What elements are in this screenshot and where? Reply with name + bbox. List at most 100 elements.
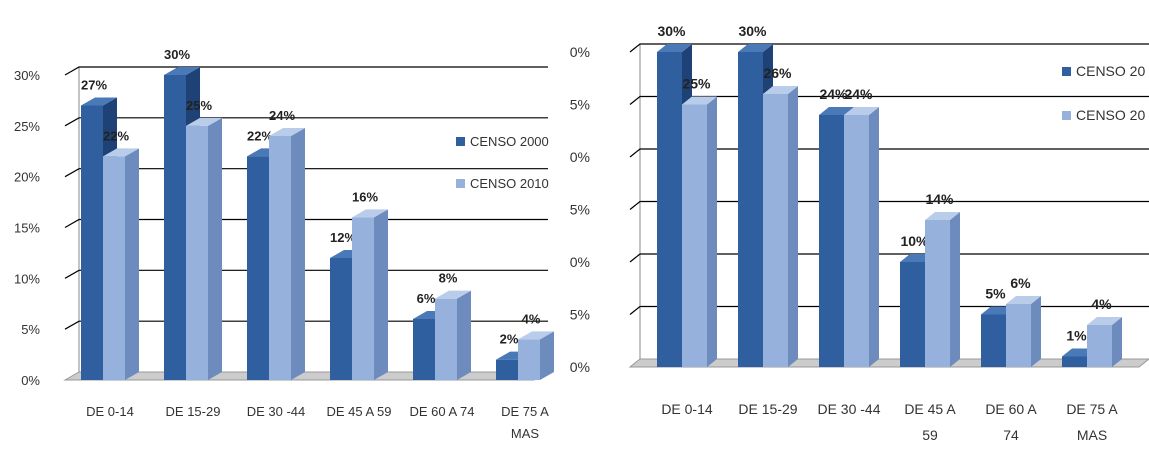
bar-front: [518, 339, 540, 380]
legend-swatch: [456, 179, 465, 188]
bar-2: [103, 148, 139, 380]
x-tick-label: DE 75 A: [501, 404, 549, 419]
legend-swatch: [1062, 67, 1071, 76]
bar-front: [657, 52, 682, 367]
y-tick-label: 30%: [14, 68, 40, 83]
bar-top: [435, 290, 471, 299]
x-tick-label: DE 45 A 59: [326, 404, 391, 419]
legend-label: CENSO 2000: [470, 134, 549, 149]
bar-top: [844, 107, 879, 115]
bar-top: [81, 97, 117, 106]
data-label: 25%: [682, 76, 711, 92]
bar-front: [1087, 325, 1112, 367]
bar-top: [103, 148, 139, 157]
gridline: [64, 66, 548, 76]
y-tick-label: 0%: [21, 373, 40, 388]
y-tick-label: 0%: [570, 359, 590, 375]
bar-side: [540, 331, 554, 380]
y-tick-label: 0%: [570, 149, 590, 165]
bar-top: [925, 212, 960, 220]
y-tick-label: 10%: [14, 271, 40, 286]
bar-side: [707, 96, 717, 367]
data-label: 6%: [417, 291, 436, 306]
bar-front: [682, 104, 707, 367]
gridline: [64, 218, 548, 229]
bar-top: [657, 44, 692, 52]
bar-top: [186, 117, 222, 126]
legend-swatch: [1062, 111, 1071, 120]
data-label: 22%: [247, 128, 273, 143]
x-tick-label: DE 15-29: [166, 404, 221, 419]
data-label: 24%: [269, 108, 295, 123]
bar-2: [682, 96, 717, 367]
x-tick-label: DE 30 -44: [817, 401, 880, 417]
bar-front: [1006, 304, 1031, 367]
bar-top: [1087, 317, 1122, 325]
x-tick-label: MAS: [511, 426, 540, 441]
gridline: [629, 200, 1149, 210]
bar-front: [103, 156, 125, 380]
data-label: 25%: [186, 98, 212, 113]
gridline: [64, 117, 548, 127]
data-label: 26%: [763, 65, 792, 81]
data-label: 4%: [1091, 296, 1112, 312]
gridline: [64, 269, 548, 279]
bar-front: [269, 136, 291, 380]
bar-front: [435, 298, 457, 380]
bar-2: [269, 128, 305, 380]
chart-floor: [63, 371, 550, 381]
bar-side: [457, 290, 471, 380]
gridline: [629, 43, 1149, 53]
bar-2: [518, 331, 554, 380]
legend-label: CENSO 20: [1076, 107, 1145, 123]
gridline: [64, 320, 548, 330]
bar-side: [374, 209, 388, 380]
bar-top: [819, 107, 854, 115]
bar-2: [1006, 296, 1041, 367]
x-tick-label: DE 60 A 74: [409, 404, 474, 419]
data-label: 12%: [330, 230, 356, 245]
data-label: 30%: [738, 23, 767, 39]
bar-top: [269, 128, 305, 136]
data-label: 27%: [81, 78, 107, 93]
data-label: 30%: [657, 23, 686, 39]
y-tick-label: 20%: [14, 170, 40, 185]
gridline: [629, 253, 1149, 263]
data-label: 14%: [925, 191, 954, 207]
bar-front: [925, 220, 950, 367]
bar-side: [869, 107, 879, 367]
bar-side: [291, 128, 305, 380]
x-tick-label: DE 60 A: [985, 401, 1037, 417]
bar-front: [819, 115, 844, 367]
bar-2: [925, 212, 960, 367]
y-tick-label: 25%: [14, 119, 40, 134]
bar-front: [900, 262, 925, 367]
bar-front: [186, 125, 208, 380]
bar-top: [682, 96, 717, 105]
bar-2: [763, 86, 798, 367]
bar-front: [844, 115, 869, 367]
data-label: 24%: [844, 86, 873, 102]
bar-2: [186, 117, 222, 380]
y-tick-label: 0%: [570, 44, 590, 60]
bar-front: [247, 156, 269, 380]
y-tick-label: 5%: [21, 322, 40, 337]
bar-side: [208, 117, 222, 380]
legend-swatch: [456, 137, 465, 146]
bar-front: [763, 94, 788, 367]
x-tick-label: DE 0-14: [661, 401, 713, 417]
data-label: 5%: [985, 286, 1006, 302]
bar-side: [1112, 317, 1122, 367]
bar-top: [164, 67, 200, 75]
bar-front: [413, 319, 435, 380]
gridline: [629, 148, 1149, 158]
x-tick-label: 59: [922, 427, 938, 443]
data-label: 6%: [1010, 275, 1031, 291]
bar-front: [81, 105, 103, 380]
data-label: 2%: [500, 332, 519, 347]
x-tick-label: 74: [1003, 427, 1019, 443]
y-tick-label: 5%: [570, 307, 590, 323]
gridline: [629, 95, 1149, 105]
data-label: 30%: [164, 47, 190, 62]
